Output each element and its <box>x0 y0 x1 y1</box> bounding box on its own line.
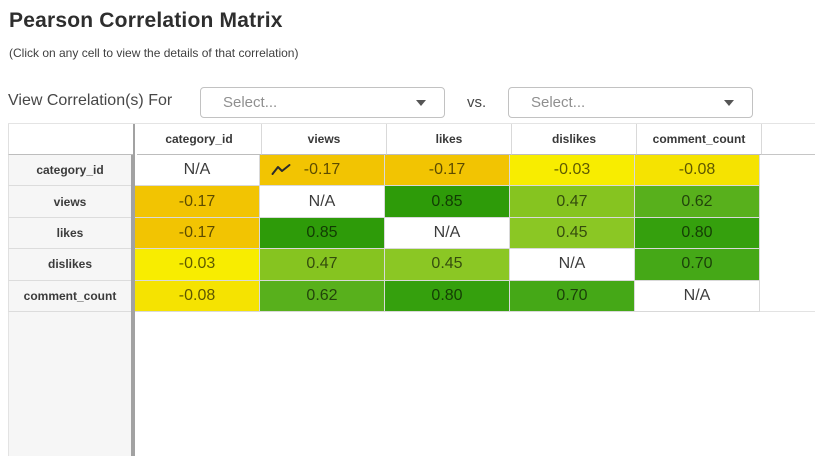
header-extension-line <box>760 154 815 155</box>
col-header-dislikes: dislikes <box>512 124 637 155</box>
caret-down-icon <box>724 99 734 106</box>
table-row: dislikes -0.03 0.47 0.45 N/A 0.70 <box>8 249 760 281</box>
table-top-border <box>8 123 815 124</box>
matrix-cell[interactable]: -0.03 <box>135 249 260 281</box>
table-row: comment_count -0.08 0.62 0.80 0.70 N/A <box>8 280 760 312</box>
lastrow-extension-line <box>760 311 815 312</box>
matrix-cell[interactable]: -0.17 <box>135 217 260 250</box>
row-header-dislikes: dislikes <box>8 249 131 281</box>
matrix-cell[interactable]: -0.17 <box>385 155 510 187</box>
matrix-cell: N/A <box>635 280 760 312</box>
correlation-matrix-table: category_id views likes dislikes comment… <box>8 124 762 312</box>
table-row: views -0.17 N/A 0.85 0.47 0.62 <box>8 186 760 218</box>
matrix-cell[interactable]: 0.80 <box>635 217 760 250</box>
matrix-cell[interactable]: 0.85 <box>385 186 510 218</box>
col-header-category_id: category_id <box>137 124 262 155</box>
caret-down-icon <box>416 99 426 106</box>
cell-value: -0.17 <box>303 161 341 179</box>
header-row: category_id views likes dislikes comment… <box>8 124 762 155</box>
matrix-cell[interactable]: 0.80 <box>385 280 510 312</box>
matrix-cell[interactable]: -0.08 <box>135 280 260 312</box>
matrix-cell: N/A <box>385 217 510 250</box>
matrix-cell[interactable]: 0.62 <box>635 186 760 218</box>
table-row: likes -0.17 0.85 N/A 0.45 0.80 <box>8 217 760 250</box>
row-header-likes: likes <box>8 217 131 250</box>
col-header-comment_count: comment_count <box>637 124 762 155</box>
correlation-select-2[interactable]: Select... <box>508 87 753 118</box>
matrix-cell[interactable]: -0.17 <box>135 186 260 218</box>
matrix-cell[interactable]: 0.62 <box>260 280 385 312</box>
fixed-column-divider <box>131 124 135 456</box>
matrix-cell[interactable]: 0.45 <box>510 217 635 250</box>
matrix-cell: N/A <box>135 155 260 187</box>
matrix-cell[interactable]: -0.03 <box>510 155 635 187</box>
matrix-cell[interactable]: 0.47 <box>260 249 385 281</box>
select-2-placeholder: Select... <box>531 94 586 111</box>
vs-label: vs. <box>467 94 487 111</box>
table-row: category_id N/A -0.17 -0.17 -0.03 -0.08 <box>8 155 760 187</box>
col-header-likes: likes <box>387 124 512 155</box>
matrix-cell[interactable]: -0.17 <box>260 155 385 187</box>
matrix-cell[interactable]: 0.45 <box>385 249 510 281</box>
page-title: Pearson Correlation Matrix <box>9 9 283 32</box>
trend-line-icon <box>271 164 291 176</box>
matrix-cell[interactable]: -0.08 <box>635 155 760 187</box>
matrix-cell: N/A <box>510 249 635 281</box>
matrix-cell[interactable]: 0.70 <box>635 249 760 281</box>
matrix-cell[interactable]: 0.70 <box>510 280 635 312</box>
fixed-column-panel <box>8 312 131 456</box>
row-header-comment_count: comment_count <box>8 280 131 312</box>
row-header-views: views <box>8 186 131 218</box>
matrix-cell[interactable]: 0.47 <box>510 186 635 218</box>
page-subtitle: (Click on any cell to view the details o… <box>9 46 299 60</box>
col-header-views: views <box>262 124 387 155</box>
select-1-placeholder: Select... <box>223 94 278 111</box>
row-header-category_id: category_id <box>8 155 131 187</box>
view-correlation-label: View Correlation(s) For <box>8 92 173 109</box>
correlation-select-1[interactable]: Select... <box>200 87 445 118</box>
corner-cell <box>8 124 133 155</box>
matrix-cell: N/A <box>260 186 385 218</box>
matrix-cell[interactable]: 0.85 <box>260 217 385 250</box>
